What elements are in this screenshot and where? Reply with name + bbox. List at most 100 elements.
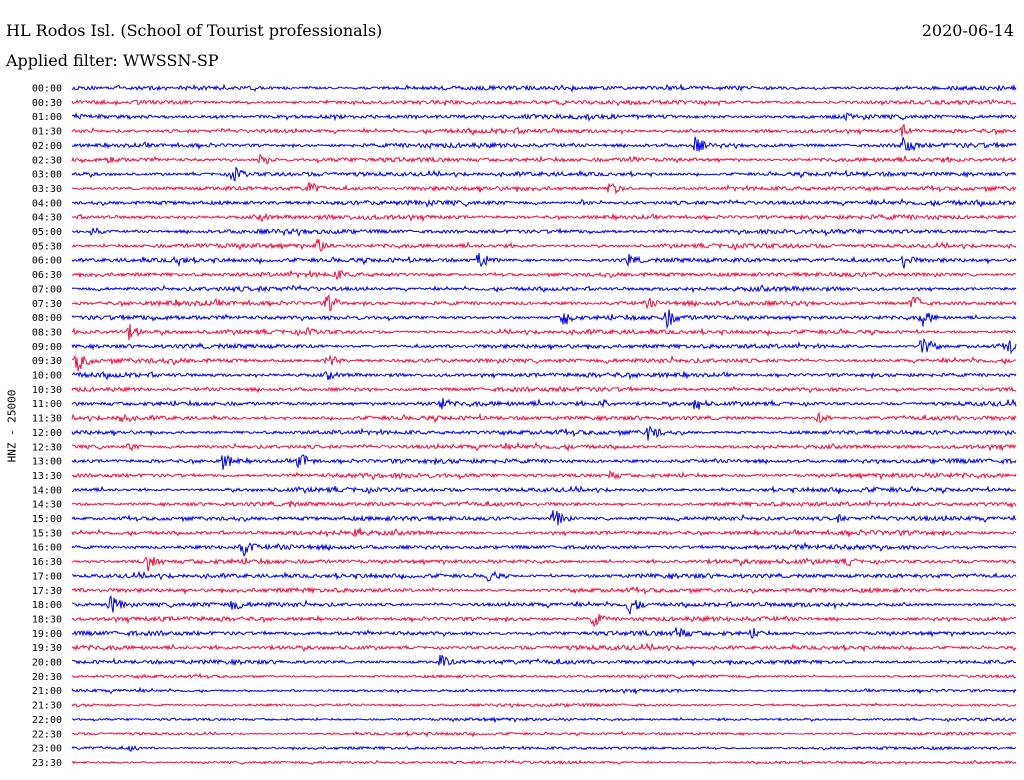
row-time-label: 19:30 [32, 643, 62, 654]
seismogram-trace [71, 136, 1017, 152]
row-time-label: 09:00 [32, 342, 62, 353]
row-time-label: 16:30 [32, 557, 62, 568]
row-time-label: 04:00 [32, 198, 62, 209]
seismogram-trace [71, 83, 1017, 93]
row-time-label: 07:00 [32, 284, 62, 295]
row-time-label: 10:00 [32, 371, 62, 382]
row-time-label: 00:00 [32, 84, 62, 95]
row-time-label: 18:30 [32, 614, 62, 625]
seismogram-trace [71, 123, 1017, 137]
seismogram-trace [71, 729, 1017, 738]
row-time-label: 10:30 [32, 385, 62, 396]
row-time-label: 02:00 [32, 141, 62, 152]
row-time-label: 14:00 [32, 485, 62, 496]
row-time-label: 18:00 [32, 600, 62, 611]
row-time-label: 11:30 [32, 414, 62, 425]
row-time-label: 13:30 [32, 471, 62, 482]
seismogram-trace [71, 702, 1017, 709]
seismogram-trace [71, 98, 1017, 107]
row-time-label: 20:00 [32, 658, 62, 669]
row-time-label: 20:30 [32, 672, 62, 683]
row-time-label: 15:30 [32, 528, 62, 539]
seismogram-trace [71, 654, 1017, 668]
row-time-label: 12:00 [32, 428, 62, 439]
row-time-label: 03:30 [32, 184, 62, 195]
seismogram-trace [71, 411, 1017, 424]
seismogram-trace [71, 484, 1017, 495]
seismogram-trace [71, 323, 1017, 341]
seismogram-trace [71, 237, 1017, 252]
row-time-label: 23:30 [32, 758, 62, 769]
seismogram-trace [71, 672, 1017, 680]
seismogram-trace [71, 595, 1017, 615]
row-time-label: 00:30 [32, 98, 62, 109]
seismogram-trace [71, 642, 1017, 653]
seismogram-trace [71, 354, 1017, 372]
row-time-label: 06:00 [32, 256, 62, 267]
seismogram-trace [71, 441, 1017, 453]
row-time-label: 08:30 [32, 327, 62, 338]
seismogram-trace [71, 499, 1017, 509]
seismogram-trace [71, 153, 1017, 165]
seismogram-trace [71, 570, 1017, 582]
seismogram-trace [71, 294, 1017, 312]
seismogram-trace [71, 541, 1017, 557]
seismogram-trace [71, 197, 1016, 208]
seismogram-trace [71, 269, 1017, 281]
row-time-label: 08:00 [32, 313, 62, 324]
filter-label: Applied filter: WWSSN-SP [6, 51, 219, 70]
seismogram-trace [71, 470, 1017, 481]
seismogram-trace [71, 166, 1017, 182]
row-time-label: 22:00 [32, 715, 62, 726]
row-time-label: 15:00 [32, 514, 62, 525]
seismogram-trace [71, 686, 1017, 695]
row-time-label: 06:30 [32, 270, 62, 281]
seismogram-trace [71, 338, 1017, 355]
row-time-label: 21:00 [32, 686, 62, 697]
seismogram-trace [71, 627, 1017, 639]
row-time-label: 05:00 [32, 227, 62, 238]
seismogram-trace [71, 759, 1017, 766]
row-time-label: 05:30 [32, 241, 62, 252]
seismogram-trace [71, 510, 1017, 526]
row-time-label: 13:00 [32, 457, 62, 468]
row-time-label: 11:00 [32, 399, 62, 410]
row-time-label: 21:30 [32, 701, 62, 712]
row-time-label: 09:30 [32, 356, 62, 367]
row-time-label: 01:00 [32, 112, 62, 123]
row-time-label: 17:30 [32, 586, 62, 597]
seismogram-trace [71, 212, 1017, 223]
row-time-label: 12:30 [32, 442, 62, 453]
seismogram-trace [71, 181, 1017, 196]
seismogram-trace [71, 556, 1017, 572]
row-time-label: 02:30 [32, 155, 62, 166]
seismogram-trace [71, 385, 1017, 394]
seismogram-trace [71, 112, 1017, 122]
seismogram-trace [71, 744, 1017, 752]
seismogram-trace [71, 614, 1017, 628]
row-time-label: 22:30 [32, 729, 62, 740]
seismogram-trace [71, 284, 1017, 294]
seismogram-trace [71, 309, 1017, 330]
seismogram-trace [71, 527, 1017, 538]
row-time-label: 17:00 [32, 571, 62, 582]
seismogram-trace [71, 425, 1017, 441]
row-time-label: 14:30 [32, 500, 62, 511]
row-time-label: 03:00 [32, 170, 62, 181]
row-time-label: 23:00 [32, 744, 62, 755]
seismogram-trace [71, 253, 1017, 269]
row-time-label: 04:30 [32, 213, 62, 224]
record-date: 2020-06-14 [921, 21, 1014, 40]
row-time-label: 07:30 [32, 299, 62, 310]
seismogram-trace [71, 370, 1017, 381]
seismogram-trace [71, 586, 1017, 596]
seismogram-trace [71, 398, 1017, 410]
row-time-label: 01:30 [32, 127, 62, 138]
seismogram-trace [71, 226, 1017, 237]
seismogram-trace [72, 716, 1017, 724]
row-time-label: 16:00 [32, 543, 62, 554]
station-title: HL Rodos Isl. (School of Tourist profess… [6, 21, 383, 40]
row-time-label: 19:00 [32, 629, 62, 640]
